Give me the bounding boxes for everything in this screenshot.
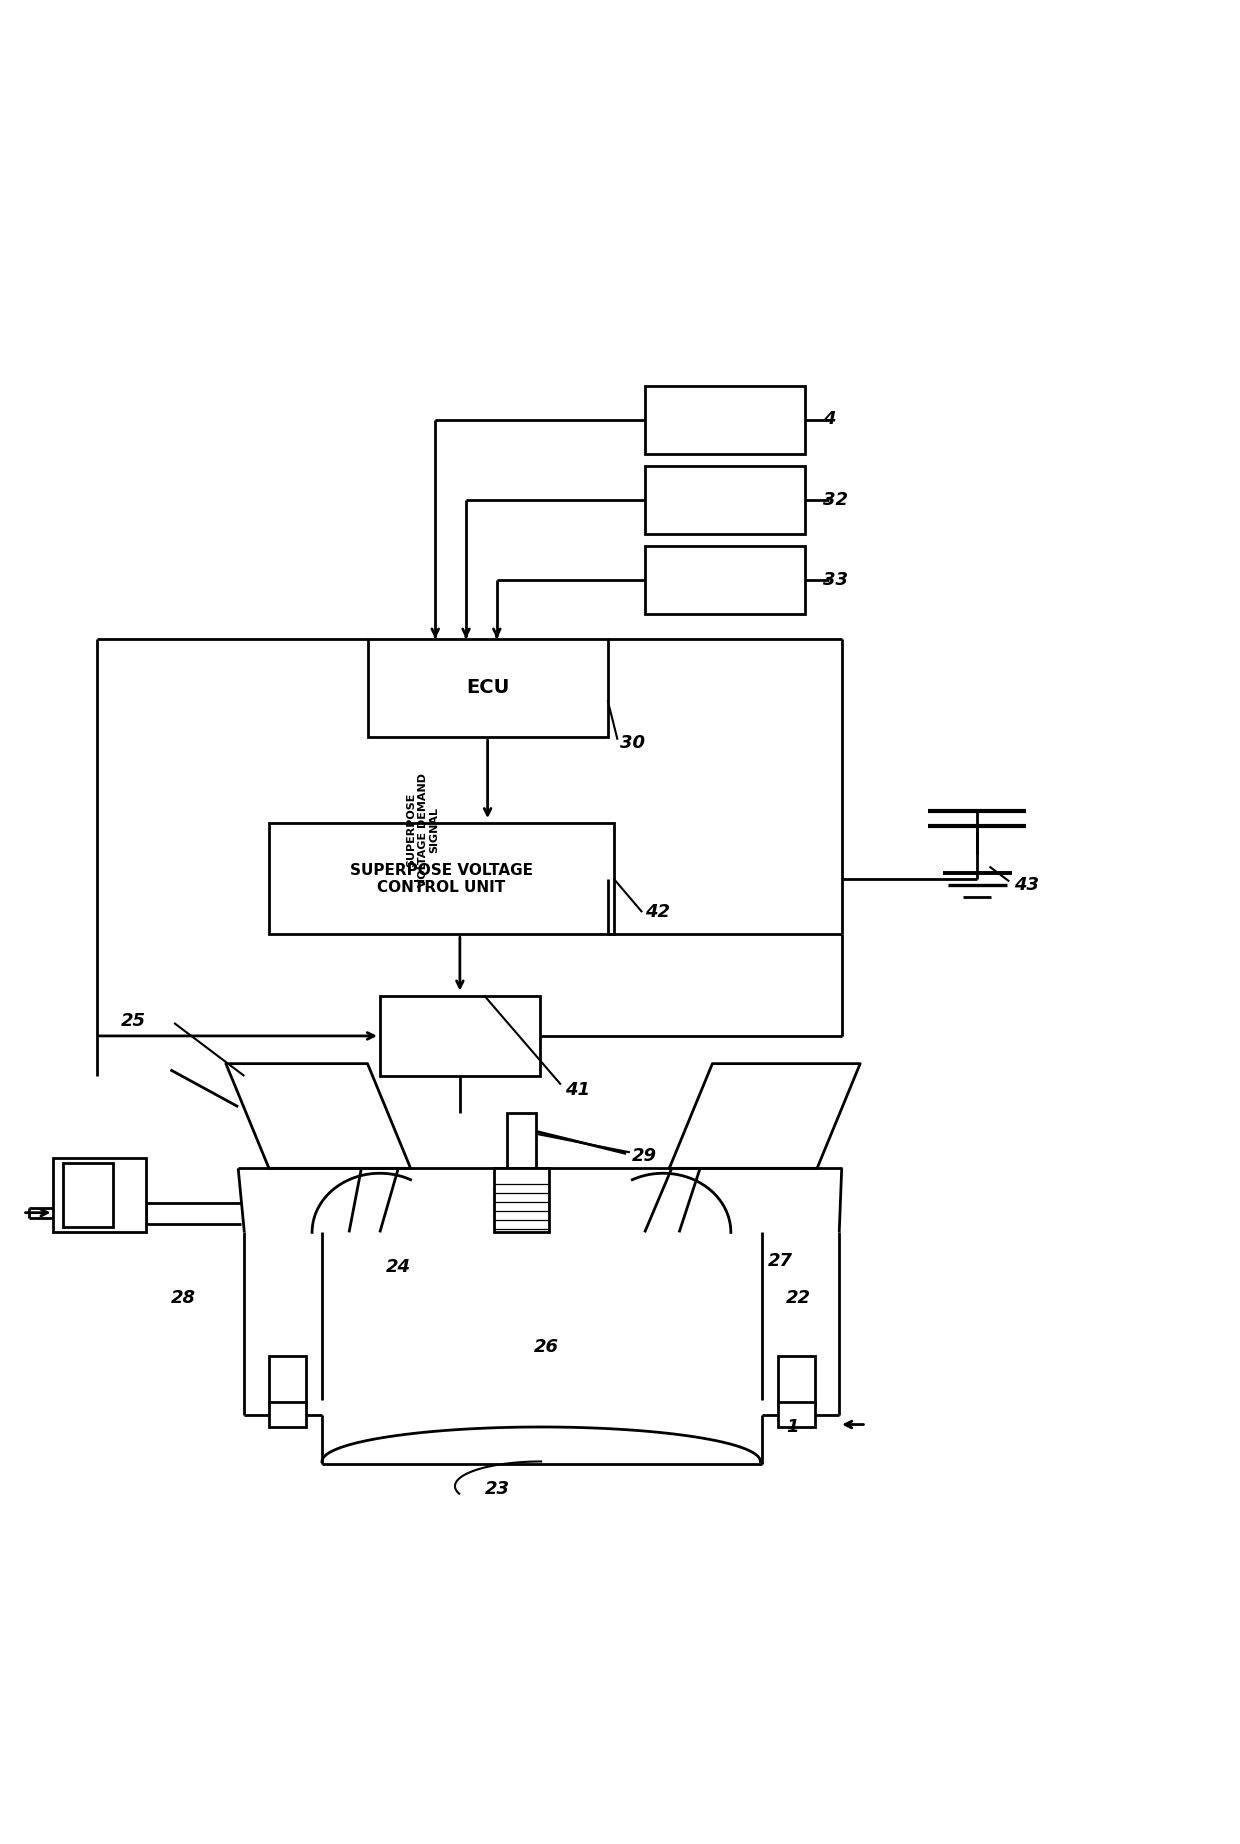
Bar xyxy=(645,467,805,535)
Text: 41: 41 xyxy=(564,1081,589,1099)
Text: 23: 23 xyxy=(485,1479,510,1497)
Bar xyxy=(495,1169,548,1232)
Bar xyxy=(367,638,608,738)
Bar xyxy=(269,1401,306,1427)
Text: 24: 24 xyxy=(386,1258,410,1276)
Bar xyxy=(645,546,805,614)
Text: 30: 30 xyxy=(620,734,645,752)
Text: SUPERPOSE VOLTAGE
CONTROL UNIT: SUPERPOSE VOLTAGE CONTROL UNIT xyxy=(350,863,533,894)
Text: 25: 25 xyxy=(122,1012,146,1029)
Text: ECU: ECU xyxy=(466,679,510,697)
Bar xyxy=(53,1158,146,1232)
Text: 27: 27 xyxy=(768,1252,792,1271)
Bar xyxy=(379,996,539,1075)
Bar xyxy=(777,1355,815,1405)
Bar xyxy=(269,824,614,935)
Text: 1: 1 xyxy=(786,1418,799,1436)
Text: 26: 26 xyxy=(533,1339,559,1355)
Text: 43: 43 xyxy=(1014,876,1039,894)
Bar xyxy=(269,1355,306,1405)
Text: 22: 22 xyxy=(786,1289,811,1307)
Text: 4: 4 xyxy=(823,411,836,428)
Bar xyxy=(645,385,805,454)
Text: 42: 42 xyxy=(645,904,670,922)
Text: 28: 28 xyxy=(170,1289,196,1307)
Text: 32: 32 xyxy=(823,491,848,509)
Text: 33: 33 xyxy=(823,570,848,588)
Text: 29: 29 xyxy=(632,1147,657,1165)
Text: SUPERPOSE
VOLTAGE DEMAND
SIGNAL: SUPERPOSE VOLTAGE DEMAND SIGNAL xyxy=(407,773,439,887)
Bar xyxy=(777,1401,815,1427)
Bar xyxy=(63,1164,113,1228)
Bar xyxy=(507,1114,536,1169)
